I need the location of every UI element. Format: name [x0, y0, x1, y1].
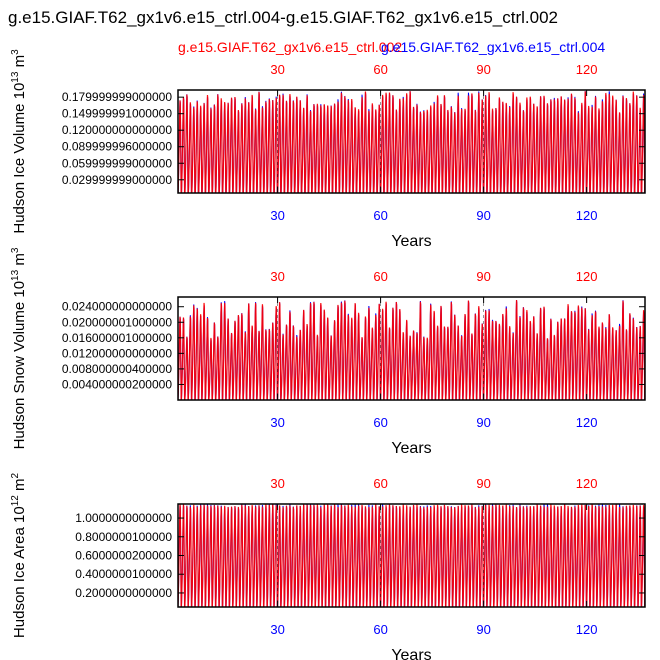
plot-area [178, 504, 645, 607]
x-tick-label-top: 90 [476, 62, 490, 77]
y-axis-label-text: Hudson Snow Volume 10 [11, 281, 28, 449]
y-tick-label: 0.149999991000000 [62, 107, 172, 121]
x-tick-label-bottom: 60 [373, 415, 387, 430]
y-axis-label-unit: m [11, 479, 28, 496]
plot-area [178, 90, 645, 193]
y-axis-label-exponent: 12 [10, 495, 21, 507]
x-tick-label-bottom: 60 [373, 622, 387, 637]
x-tick-label-bottom: 30 [270, 208, 284, 223]
x-tick-label-bottom: 90 [476, 415, 490, 430]
plot-frame [177, 89, 646, 194]
panel-1: 0.029999999000000 0.059999999000000 0.0899… [10, 49, 646, 250]
x-tick-label-top: 30 [270, 62, 284, 77]
x-tick-label-top: 120 [576, 269, 598, 284]
plot-area [178, 297, 645, 400]
y-axis-label: Hudson Ice Volume 1013 m3 [10, 49, 28, 234]
y-axis-label-unit-exponent: 3 [10, 49, 21, 55]
x-tick-label-bottom: 30 [270, 622, 284, 637]
x-tick-label-bottom: 120 [576, 208, 598, 223]
y-tick-label: 0.4000000100000 [75, 567, 172, 581]
x-axis-label: Years [391, 233, 431, 250]
y-tick-label: 0.020000001000000 [62, 315, 172, 329]
y-axis-label-unit-exponent: 3 [10, 247, 21, 253]
y-tick-label: 0.008000000400000 [62, 362, 172, 376]
x-axis-label: Years [391, 440, 431, 457]
x-axis-label: Years [391, 647, 431, 660]
y-axis-label: Hudson Snow Volume 1013 m3 [10, 247, 28, 449]
y-axis-label-unit: m [11, 55, 28, 72]
legend-series-ctrl-004: g.e15.GIAF.T62_gx1v6.e15_ctrl.004 [381, 39, 606, 55]
x-tick-label-bottom: 120 [576, 415, 598, 430]
x-tick-label-top: 60 [373, 476, 387, 491]
x-tick-label-bottom: 30 [270, 415, 284, 430]
y-axis-label-unit-exponent: 2 [10, 473, 21, 479]
series-line-ctrl-002 [178, 299, 645, 400]
legend-series-ctrl-002: g.e15.GIAF.T62_gx1v6.e15_ctrl.002 [178, 39, 403, 55]
x-tick-label-top: 120 [576, 62, 598, 77]
y-axis-label-exponent: 13 [10, 269, 21, 281]
y-axis-label-unit: m [11, 253, 28, 270]
x-tick-label-bottom: 90 [476, 622, 490, 637]
x-tick-label-top: 60 [373, 269, 387, 284]
x-tick-label-top: 30 [270, 476, 284, 491]
y-tick-label: 0.004000000200000 [62, 377, 172, 391]
y-tick-label: 0.2000000000000 [75, 586, 172, 600]
y-axis-label-text: Hudson Ice Area 10 [11, 506, 28, 638]
x-tick-label-top: 90 [476, 269, 490, 284]
chart-title: g.e15.GIAF.T62_gx1v6.e15_ctrl.004-g.e15.… [8, 8, 559, 27]
y-tick-label: 0.120000000000000 [62, 123, 172, 137]
panel-3: 0.2000000000000 0.4000000100000 0.60000002… [10, 473, 646, 660]
y-tick-label: 0.089999996000000 [62, 140, 172, 154]
plot-frame [177, 296, 646, 401]
x-tick-label-bottom: 90 [476, 208, 490, 223]
series-line-ctrl-002 [178, 504, 645, 607]
y-tick-label: 1.0000000000000 [75, 511, 172, 525]
x-tick-label-top: 120 [576, 476, 598, 491]
y-tick-label: 0.059999999000000 [62, 156, 172, 170]
y-tick-label: 0.179999999000000 [62, 90, 172, 104]
y-tick-label: 0.029999999000000 [62, 173, 172, 187]
y-tick-label: 0.8000000100000 [75, 530, 172, 544]
y-axis-label: Hudson Ice Area 1012 m2 [10, 473, 28, 639]
x-tick-label-bottom: 60 [373, 208, 387, 223]
y-axis-label-exponent: 13 [10, 71, 21, 83]
x-tick-label-top: 60 [373, 62, 387, 77]
series-line-ctrl-002 [178, 91, 645, 193]
x-tick-label-top: 30 [270, 269, 284, 284]
y-axis-label-text: Hudson Ice Volume 10 [11, 83, 28, 234]
y-tick-label: 0.024000000000000 [62, 300, 172, 314]
x-tick-label-top: 90 [476, 476, 490, 491]
y-tick-label: 0.6000000200000 [75, 549, 172, 563]
y-tick-label: 0.016000001000000 [62, 331, 172, 345]
y-tick-label: 0.012000000000000 [62, 346, 172, 360]
x-tick-label-bottom: 120 [576, 622, 598, 637]
